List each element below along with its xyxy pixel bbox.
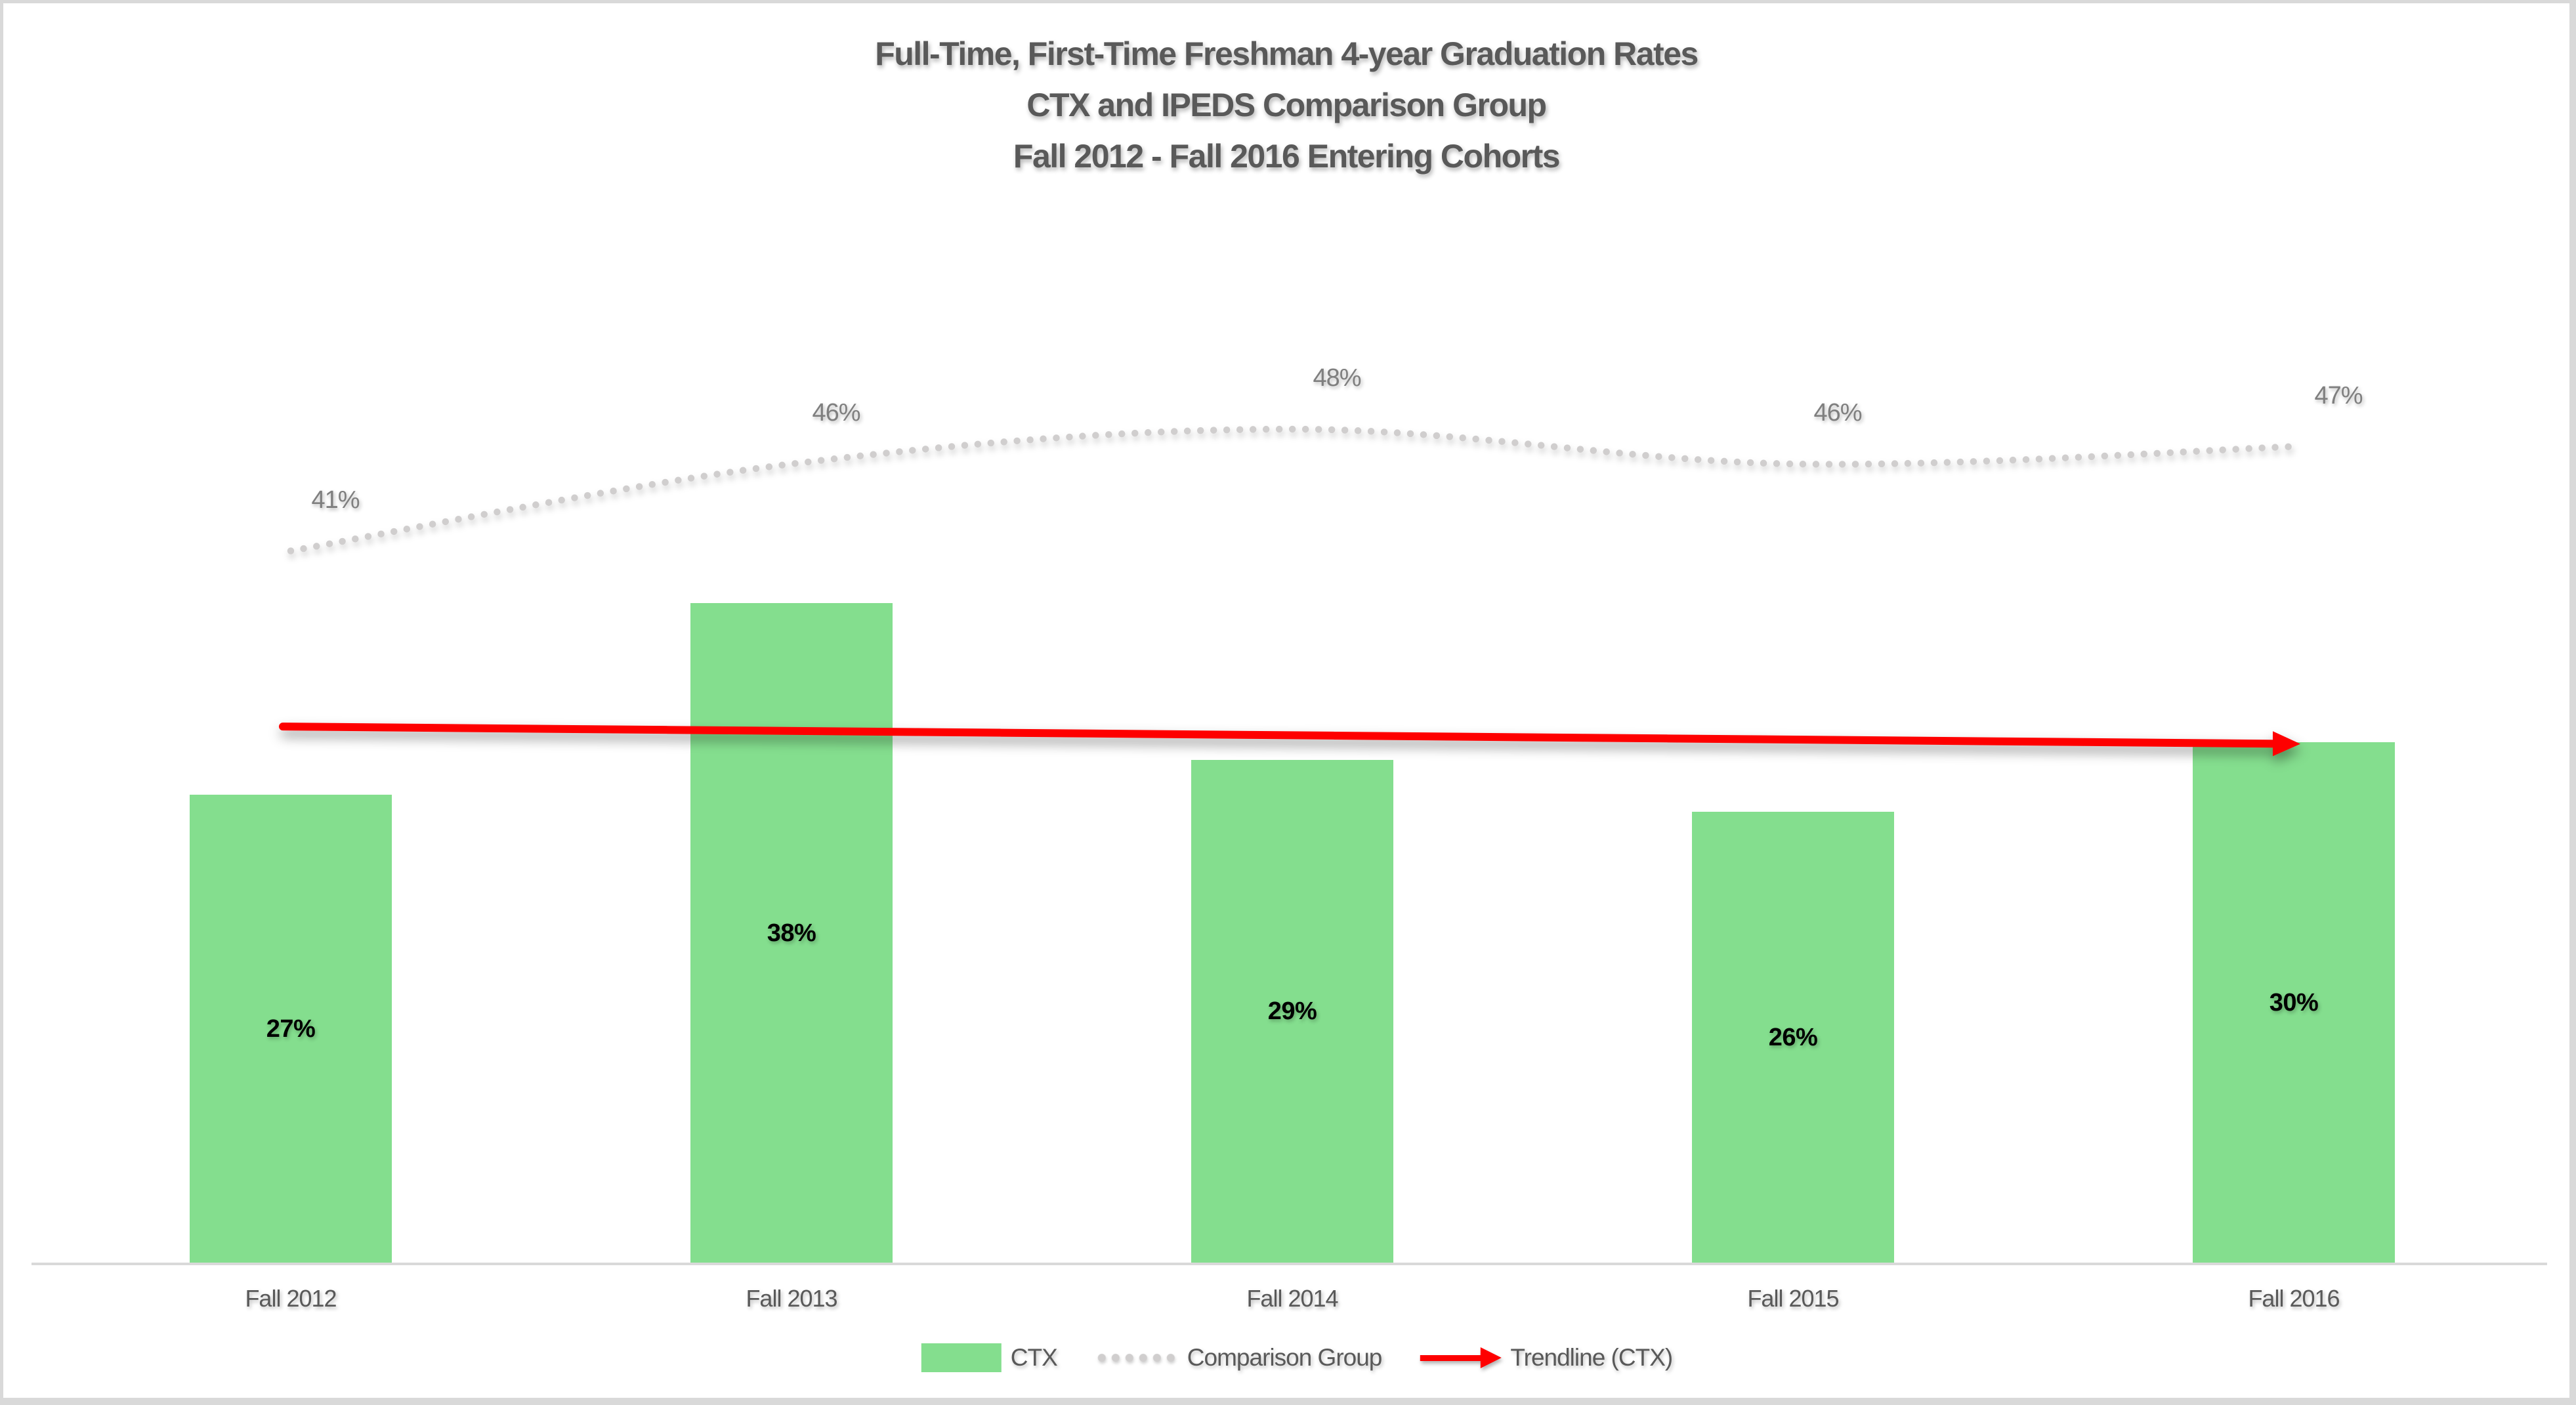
x-axis-label-fall-2013: Fall 2013 [746, 1285, 837, 1312]
bar-fall-2013: 38% [690, 603, 893, 1264]
legend-comparison-group-label: Comparison Group [1187, 1344, 1383, 1371]
bar-value-label: 38% [767, 919, 816, 947]
comparison-dotted-line [287, 425, 2298, 555]
legend-trendline-arrow-icon [1420, 1347, 1502, 1369]
bar-value-label: 26% [1768, 1024, 1818, 1051]
bar-fall-2015: 26% [1692, 812, 1894, 1264]
bar-fall-2012: 27% [190, 794, 392, 1264]
bar-value-label: 30% [2269, 989, 2319, 1017]
legend: CTX Comparison Group Trendline (CTX) [921, 1343, 1673, 1372]
comparison-value-label: 46% [812, 399, 860, 427]
legend-ctx-label: CTX [1010, 1344, 1058, 1371]
x-axis-line [32, 1263, 2547, 1265]
bar-value-label: 27% [266, 1015, 316, 1043]
ctx-trendline [279, 723, 2300, 757]
lines-layer [279, 425, 2300, 757]
comparison-value-label: 41% [311, 486, 360, 514]
legend-ctx-swatch [921, 1343, 1002, 1372]
chart-title-line-1: Full-Time, First-Time Freshman 4-year Gr… [875, 35, 1699, 72]
chart-title-line-3: Fall 2012 - Fall 2016 Entering Cohorts [1013, 138, 1561, 175]
bar-fall-2016: 30% [2193, 742, 2395, 1264]
x-axis-label-fall-2016: Fall 2016 [2248, 1285, 2340, 1312]
comparison-value-label: 46% [1813, 399, 1862, 427]
legend-dotted-line-icon [1095, 1353, 1178, 1363]
bar-fall-2014: 29% [1191, 759, 1393, 1264]
chart-title-line-2: CTX and IPEDS Comparison Group [1026, 87, 1547, 123]
chart-title: Full-Time, First-Time Freshman 4-year Gr… [3, 28, 2569, 182]
x-axis-label-fall-2012: Fall 2012 [245, 1285, 337, 1312]
trendline-arrowhead [2273, 731, 2300, 757]
bar-value-label: 29% [1267, 997, 1317, 1026]
x-axis-label-fall-2014: Fall 2014 [1246, 1285, 1338, 1312]
legend-trendline-label: Trendline (CTX) [1510, 1344, 1673, 1371]
trendline-shaft [279, 723, 2282, 748]
x-axis-label-fall-2015: Fall 2015 [1747, 1285, 1839, 1312]
comparison-value-label: 48% [1313, 364, 1361, 392]
comparison-value-label: 47% [2314, 381, 2363, 409]
